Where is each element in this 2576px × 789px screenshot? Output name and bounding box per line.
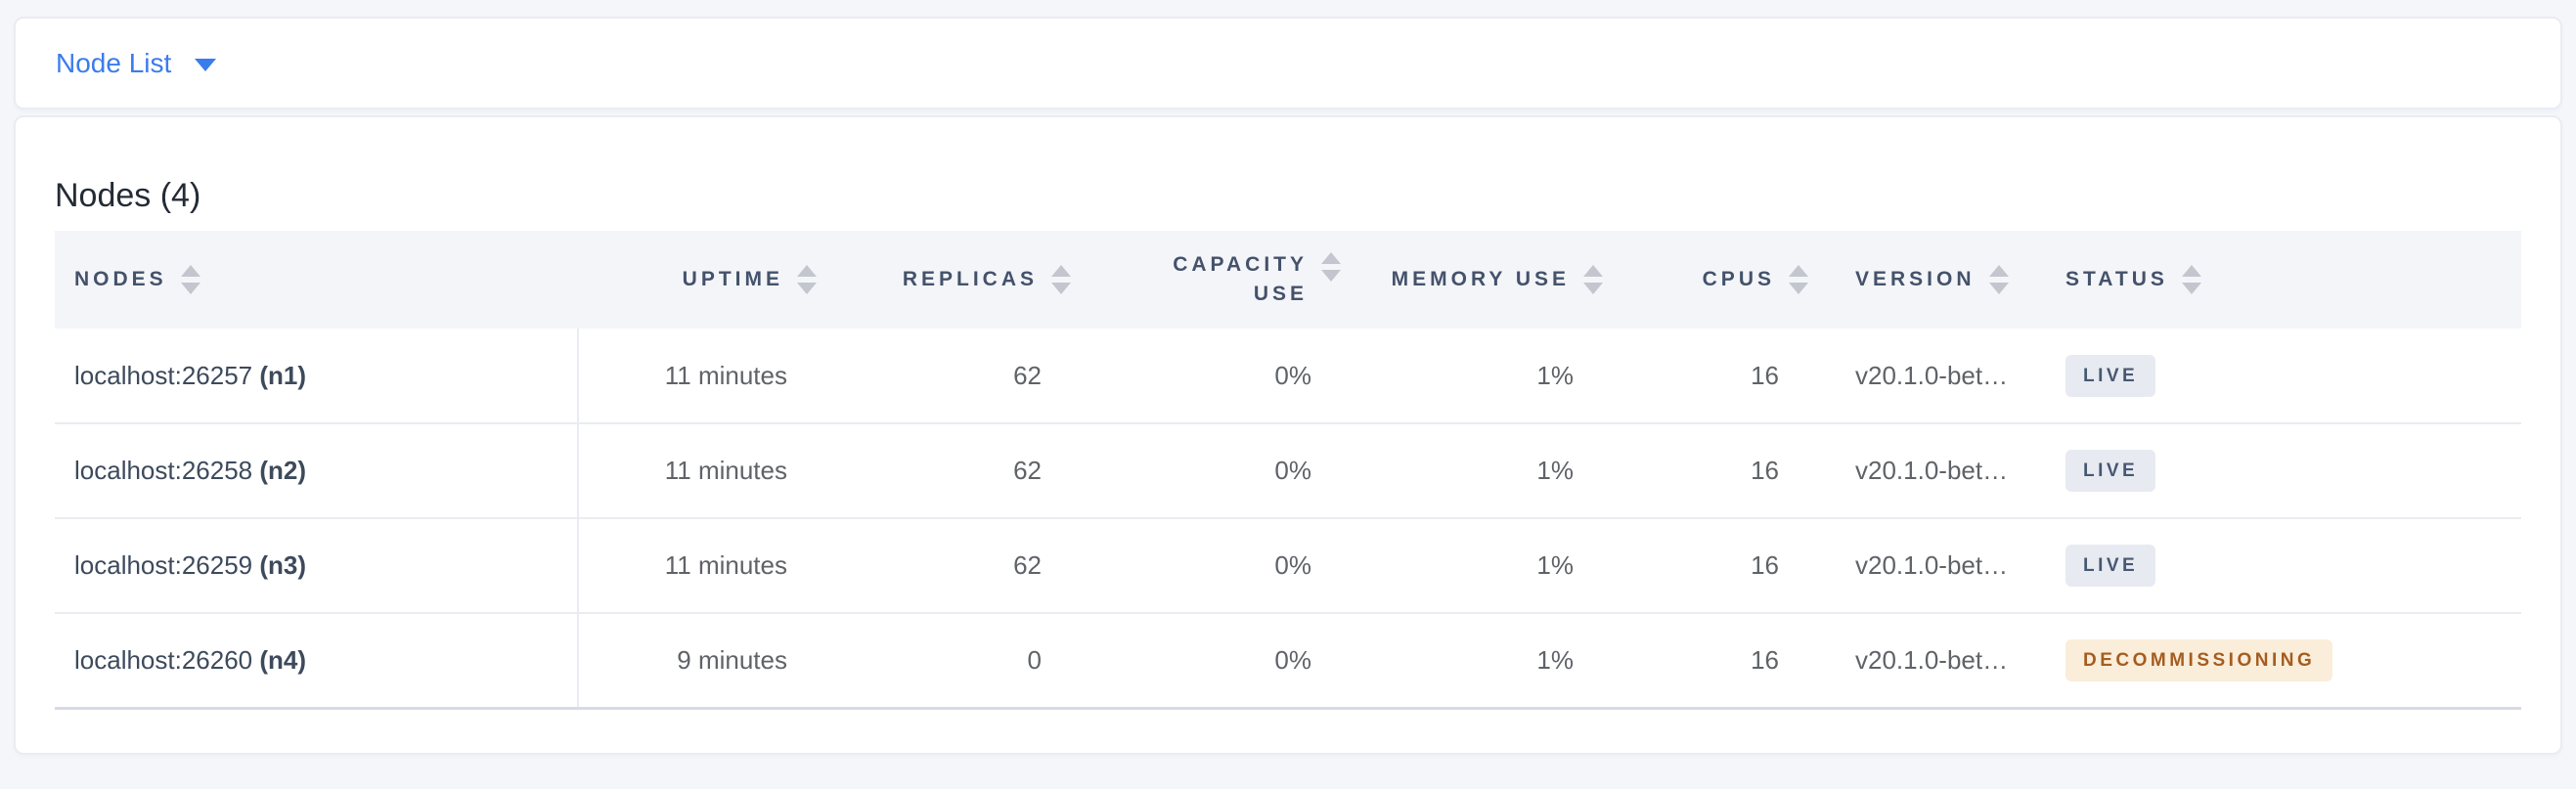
version-cell: v20.1.0-bet… <box>1814 518 2046 614</box>
nodes-table: NODES UPTIME REPLICAS <box>55 231 2521 710</box>
table-row: localhost:26257 (n1) 11 minutes 62 0% 1%… <box>55 329 2521 424</box>
status-badge: LIVE <box>2065 450 2156 492</box>
node-address[interactable]: localhost:26259 (n3) <box>74 550 307 580</box>
memory-use-cell: 1% <box>1347 329 1609 424</box>
column-header-capacity-use[interactable]: CAPACITY USE <box>1077 231 1347 329</box>
node-address[interactable]: localhost:26257 (n1) <box>74 360 307 390</box>
node-address[interactable]: localhost:26258 (n2) <box>74 456 307 485</box>
sort-arrows-icon <box>797 265 817 294</box>
cpus-cell: 16 <box>1609 518 1814 614</box>
caret-down-icon <box>195 58 217 71</box>
page-title: Nodes (4) <box>55 177 201 214</box>
capacity-use-cell: 0% <box>1077 423 1347 519</box>
status-cell: LIVE <box>2046 423 2521 519</box>
status-badge: LIVE <box>2065 545 2156 587</box>
node-id: (n4) <box>259 644 307 675</box>
memory-use-cell: 1% <box>1347 423 1609 519</box>
replicas-cell: 0 <box>1027 644 1042 675</box>
sort-arrows-icon <box>1321 252 1341 282</box>
node-list-dropdown-label: Node List <box>56 47 172 78</box>
uptime-cell: 9 minutes <box>677 644 787 675</box>
table-row: localhost:26258 (n2) 11 minutes 62 0% 1%… <box>55 423 2521 519</box>
sort-arrows-icon <box>1051 265 1071 294</box>
capacity-use-cell: 0% <box>1274 644 1311 675</box>
page-selector-bar: Node List <box>14 17 2562 110</box>
table-header-row: NODES UPTIME REPLICAS <box>55 231 2521 329</box>
capacity-use-cell: 0% <box>1077 329 1347 424</box>
status-cell: DECOMMISSIONING <box>2046 613 2521 708</box>
uptime-cell: 11 minutes <box>578 329 822 424</box>
node-list-dropdown[interactable]: Node List <box>56 47 217 78</box>
replicas-cell: 62 <box>822 329 1077 424</box>
status-cell: LIVE <box>2046 518 2521 614</box>
node-id: (n2) <box>259 456 307 485</box>
cpus-cell: 16 <box>1609 329 1814 424</box>
column-header-replicas[interactable]: REPLICAS <box>822 231 1077 329</box>
sort-arrows-icon <box>1789 265 1808 294</box>
table-row: localhost:26259 (n3) 11 minutes 62 0% 1%… <box>55 518 2521 614</box>
uptime-cell: 11 minutes <box>578 518 822 614</box>
column-header-cpus[interactable]: CPUS <box>1609 231 1814 329</box>
status-cell: LIVE <box>2046 329 2521 424</box>
replicas-cell: 62 <box>822 518 1077 614</box>
nodes-card: Nodes (4) NODES UPTIME <box>14 115 2562 755</box>
column-header-version[interactable]: VERSION <box>1814 231 2046 329</box>
cpus-cell: 16 <box>1751 644 1779 675</box>
node-address[interactable]: localhost:26260 (n4) <box>74 644 307 675</box>
column-header-uptime[interactable]: UPTIME <box>578 231 822 329</box>
node-id: (n1) <box>259 360 307 390</box>
sort-arrows-icon <box>2181 265 2201 294</box>
version-cell: v20.1.0-bet… <box>1814 329 2046 424</box>
version-cell: v20.1.0-bet… <box>1855 644 2009 675</box>
column-header-nodes[interactable]: NODES <box>55 231 578 329</box>
version-cell: v20.1.0-bet… <box>1814 423 2046 519</box>
memory-use-cell: 1% <box>1536 644 1574 675</box>
column-header-memory-use[interactable]: MEMORY USE <box>1347 231 1609 329</box>
sort-arrows-icon <box>180 265 200 294</box>
cpus-cell: 16 <box>1609 423 1814 519</box>
sort-arrows-icon <box>1583 265 1603 294</box>
replicas-cell: 62 <box>822 423 1077 519</box>
status-badge: DECOMMISSIONING <box>2065 638 2333 681</box>
status-badge: LIVE <box>2065 354 2156 397</box>
node-id: (n3) <box>259 550 307 580</box>
capacity-use-cell: 0% <box>1077 518 1347 614</box>
sort-arrows-icon <box>1988 265 2009 294</box>
uptime-cell: 11 minutes <box>578 423 822 519</box>
memory-use-cell: 1% <box>1347 518 1609 614</box>
column-header-status[interactable]: STATUS <box>2046 231 2521 329</box>
table-row: localhost:26260 (n4) 9 minutes 0 0% 1% 1… <box>55 613 2521 708</box>
